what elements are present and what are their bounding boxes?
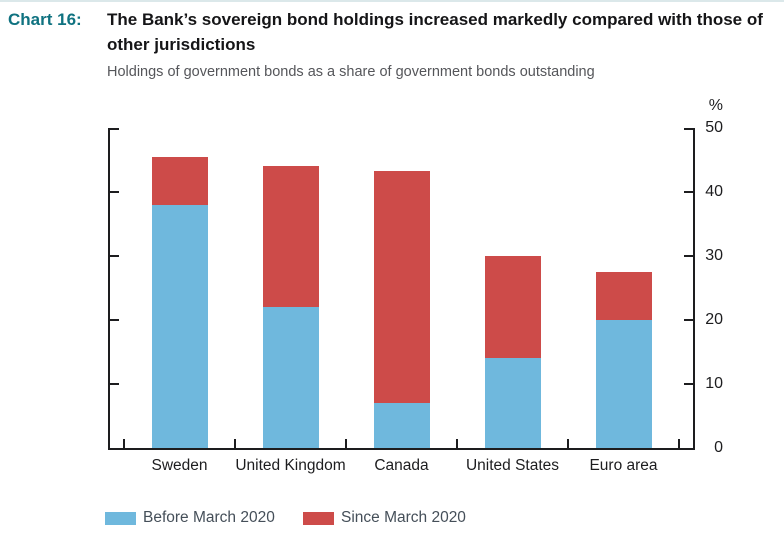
legend-label: Before March 2020 [143,509,275,526]
legend-item-before-march-2020: Before March 2020 [105,507,275,529]
y-axis-tick [684,191,693,193]
y-axis-tick [110,383,119,385]
plot-area [108,128,695,450]
chart-title: The Bank’s sovereign bond holdings incre… [107,10,763,54]
y-axis-tick-label: 30 [705,247,723,264]
x-axis-category-label: Sweden [151,457,208,474]
bar-segment-before [595,320,652,448]
y-axis-unit-label: % [708,97,723,114]
x-axis-category-label: Canada [374,457,429,474]
y-axis-tick-label: 10 [705,375,723,392]
y-axis-tick-label: 50 [705,119,723,136]
bar-segment-since [595,272,652,320]
x-axis-tick [234,439,236,448]
y-axis-tick-label: 20 [705,311,723,328]
y-axis-tick [110,319,119,321]
y-axis-tick-label: 40 [705,183,723,200]
x-axis-tick [678,439,680,448]
bar-segment-since [151,156,208,205]
legend-swatch-since-icon [303,511,334,525]
y-axis-tick-label: 0 [714,439,723,456]
legend-item-since-march-2020: Since March 2020 [303,507,466,529]
x-axis-tick [567,439,569,448]
y-axis-tick [684,128,693,130]
top-rule [0,0,784,2]
x-axis-tick [123,439,125,448]
bar-segment-since [262,166,319,308]
x-axis-tick [456,439,458,448]
x-axis-category-label: Euro area [589,457,658,474]
bar-segment-before [151,204,208,448]
x-axis-category-label: United Kingdom [235,457,346,474]
legend: Before March 2020 Since March 2020 [0,507,784,529]
y-axis-labels: 0 10 20 30 40 50 [697,119,723,456]
bar-segment-since [484,256,541,359]
x-axis-category-label: United States [465,457,560,474]
bar-segment-before [373,403,430,448]
title-block: The Bank’s sovereign bond holdings incre… [107,7,775,81]
y-axis-tick [110,255,119,257]
legend-label: Since March 2020 [341,509,466,526]
y-axis-tick [684,319,693,321]
bar-segment-before [262,307,319,448]
bar-segment-since [373,170,430,404]
legend-swatch-before-icon [105,511,136,525]
y-axis-tick [684,383,693,385]
chart-subtitle: Holdings of government bonds as a share … [107,64,595,80]
y-axis-tick [110,128,119,130]
x-axis-tick [345,439,347,448]
chart-number-label: Chart 16: [8,10,82,29]
y-axis-tick [110,191,119,193]
y-axis-tick [684,255,693,257]
bar-segment-before [484,358,541,448]
chart-header: Chart 16: The Bank’s sovereign bond hold… [0,7,784,81]
